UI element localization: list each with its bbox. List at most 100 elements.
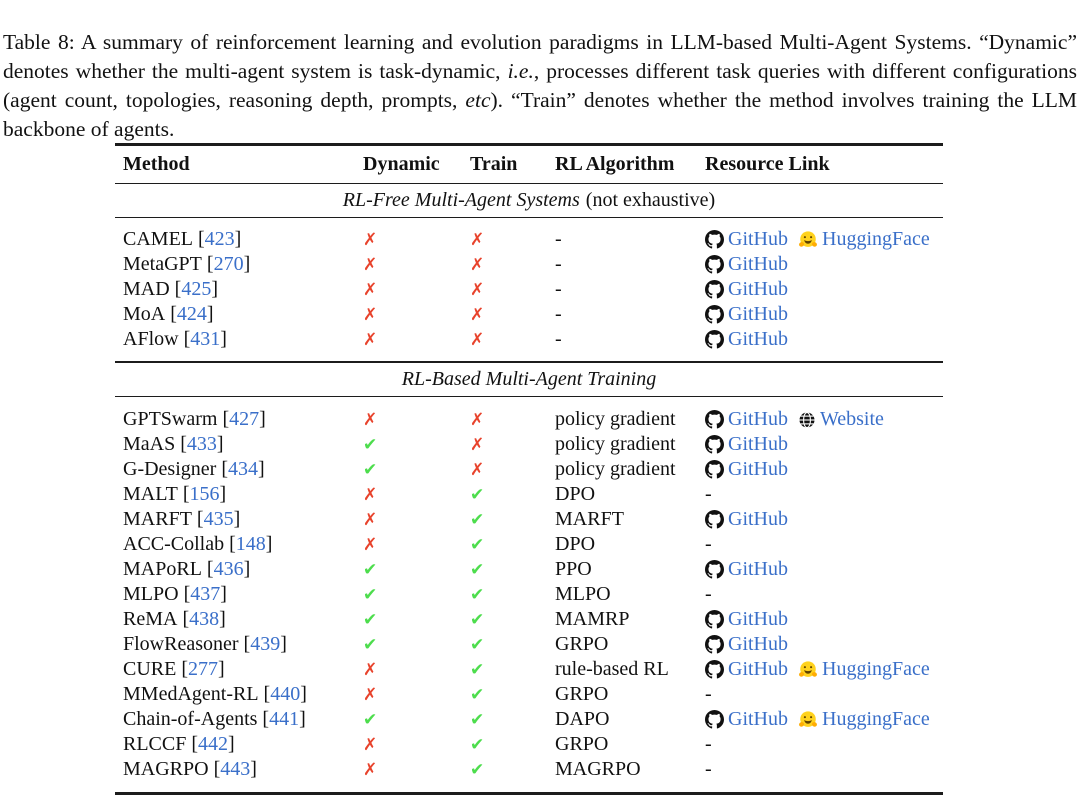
citation-link[interactable]: 425 xyxy=(181,278,212,301)
table-header-row: Method Dynamic Train RL Algorithm Resour… xyxy=(115,146,943,183)
train-mark-check-icon: ✔ xyxy=(470,685,485,706)
dynamic-mark-cell: ✗ xyxy=(363,253,470,276)
train-mark-check-icon: ✔ xyxy=(470,560,485,581)
github-link[interactable]: GitHub xyxy=(705,658,788,681)
section-header-rl-free: RL-Free Multi-Agent Systems (not exhaust… xyxy=(115,184,943,217)
github-link[interactable]: GitHub xyxy=(705,633,788,656)
citation-link[interactable]: 424 xyxy=(176,303,207,326)
resource-link-cell: - xyxy=(705,533,943,556)
citation-link[interactable]: 441 xyxy=(269,708,300,731)
table-row: MoA [424] ✗ ✗ - GitHub xyxy=(115,302,943,327)
citation-link[interactable]: 438 xyxy=(189,608,220,631)
github-link[interactable]: GitHub xyxy=(705,228,788,251)
website-link-label: Website xyxy=(820,408,884,431)
dynamic-mark-check-icon: ✔ xyxy=(363,560,378,581)
github-link[interactable]: GitHub xyxy=(705,433,788,456)
github-link[interactable]: GitHub xyxy=(705,608,788,631)
no-resource-dash: - xyxy=(705,583,712,606)
resource-link-cell: GitHub xyxy=(705,558,943,581)
github-link[interactable]: GitHub xyxy=(705,458,788,481)
github-link[interactable]: GitHub xyxy=(705,508,788,531)
col-header-rl-algorithm: RL Algorithm xyxy=(555,152,675,175)
citation-bracket: ] xyxy=(206,303,214,326)
citation-bracket: [ xyxy=(183,328,191,351)
method-cell: G-Designer [434] xyxy=(123,458,363,481)
train-mark-cell: ✗ xyxy=(470,253,555,276)
citation-link[interactable]: 277 xyxy=(188,658,219,681)
method-name: MoA xyxy=(123,303,166,326)
citation-link[interactable]: 434 xyxy=(227,458,258,481)
github-link[interactable]: GitHub xyxy=(705,408,788,431)
dynamic-mark-cell: ✗ xyxy=(363,683,470,706)
huggingface-link[interactable]: HuggingFace xyxy=(798,658,930,681)
train-mark-cross-icon: ✗ xyxy=(470,305,485,326)
website-link[interactable]: Website xyxy=(798,408,884,431)
method-name: MARFT xyxy=(123,508,192,531)
dynamic-mark-cell: ✗ xyxy=(363,228,470,251)
github-link[interactable]: GitHub xyxy=(705,708,788,731)
citation-link[interactable]: 436 xyxy=(213,558,244,581)
citation-link[interactable]: 423 xyxy=(204,228,235,251)
github-link[interactable]: GitHub xyxy=(705,558,788,581)
train-mark-check-icon: ✔ xyxy=(470,760,485,781)
citation-bracket: ] xyxy=(257,458,265,481)
method-name: GPTSwarm xyxy=(123,408,218,431)
github-link-label: GitHub xyxy=(728,633,788,656)
citation-link[interactable]: 431 xyxy=(190,328,221,351)
huggingface-icon xyxy=(798,710,818,730)
citation-bracket: ] xyxy=(299,708,306,731)
dynamic-mark-cross-icon: ✗ xyxy=(363,535,378,556)
table-row: MetaGPT [270] ✗ ✗ - GitHub xyxy=(115,252,943,277)
citation-link[interactable]: 443 xyxy=(220,758,251,781)
github-icon xyxy=(705,255,724,274)
method-name: FlowReasoner xyxy=(123,633,239,656)
dynamic-mark-cross-icon: ✗ xyxy=(363,255,378,276)
citation-bracket: [ xyxy=(198,228,205,251)
citation-link[interactable]: 148 xyxy=(235,533,266,556)
citation-bracket: ] xyxy=(243,558,251,581)
citation-link[interactable]: 427 xyxy=(229,408,260,431)
citation-bracket: [ xyxy=(181,658,189,681)
resource-link-cell: GitHub xyxy=(705,633,943,656)
dynamic-mark-check-icon: ✔ xyxy=(363,635,378,656)
table-row: MaAS [433] ✔ ✗ policy gradient GitHub xyxy=(115,432,943,457)
huggingface-link[interactable]: HuggingFace xyxy=(798,708,930,731)
dynamic-mark-cell: ✗ xyxy=(363,278,470,301)
citation-link[interactable]: 437 xyxy=(190,583,221,606)
citation-bracket: ] xyxy=(218,658,225,681)
dynamic-mark-cell: ✗ xyxy=(363,508,470,531)
github-link-label: GitHub xyxy=(728,508,788,531)
train-mark-cell: ✗ xyxy=(470,433,555,456)
train-mark-cell: ✔ xyxy=(470,683,555,706)
github-link[interactable]: GitHub xyxy=(705,328,788,351)
citation-link[interactable]: 442 xyxy=(198,733,229,756)
resource-link-cell: - xyxy=(705,733,943,756)
github-link[interactable]: GitHub xyxy=(705,253,788,276)
mid-rule xyxy=(115,182,943,184)
github-link[interactable]: GitHub xyxy=(705,303,788,326)
train-mark-cell: ✔ xyxy=(470,658,555,681)
train-mark-cell: ✔ xyxy=(470,583,555,606)
citation-link[interactable]: 439 xyxy=(250,633,281,656)
dynamic-mark-cell: ✔ xyxy=(363,558,470,581)
resource-link-cell: GitHub xyxy=(705,508,943,531)
huggingface-link-label: HuggingFace xyxy=(822,708,930,731)
citation-bracket: [ xyxy=(196,508,204,531)
train-mark-check-icon: ✔ xyxy=(470,485,485,506)
citation-bracket: [ xyxy=(170,303,177,326)
citation-link[interactable]: 156 xyxy=(189,483,220,506)
dynamic-mark-cell: ✔ xyxy=(363,583,470,606)
citation-link[interactable]: 270 xyxy=(213,253,244,276)
citation-bracket: [ xyxy=(206,253,214,276)
resource-link-cell: GitHub HuggingFace xyxy=(705,658,943,681)
rl-algorithm: MAGRPO xyxy=(555,758,641,781)
huggingface-link[interactable]: HuggingFace xyxy=(798,228,930,251)
section-title-regular: (not exhaustive) xyxy=(585,188,716,211)
github-link[interactable]: GitHub xyxy=(705,278,788,301)
rl-algorithm: MARFT xyxy=(555,508,624,531)
citation-link[interactable]: 435 xyxy=(203,508,234,531)
rl-algorithm: GRPO xyxy=(555,683,609,706)
citation-link[interactable]: 433 xyxy=(186,433,217,456)
citation-link[interactable]: 440 xyxy=(270,683,301,706)
